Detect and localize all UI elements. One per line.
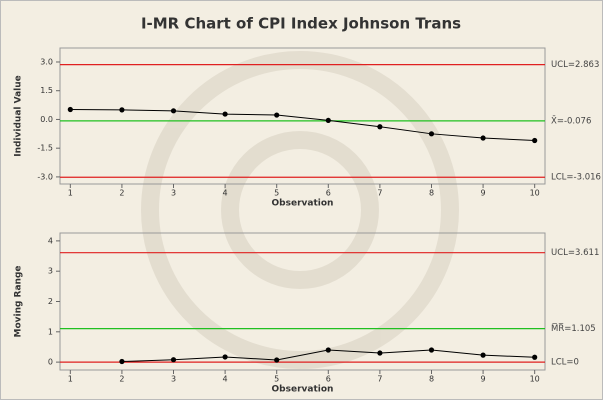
x-tick-label: 5 — [274, 375, 279, 384]
data-point — [480, 135, 486, 141]
control-label: UCL=2.863 — [551, 60, 599, 70]
x-tick-label: 6 — [326, 375, 331, 384]
x-tick-label: 2 — [119, 189, 124, 198]
control-label: M̅R̅=1.105 — [551, 323, 596, 335]
y-tick-label: 1 — [48, 327, 53, 336]
data-point — [222, 111, 228, 117]
x-tick-label: 3 — [171, 189, 176, 198]
data-point — [119, 358, 125, 365]
y-tick-label: 3 — [48, 267, 53, 276]
watermark — [141, 51, 459, 369]
x-axis-label: Observation — [272, 385, 334, 395]
y-tick-label: -3.0 — [37, 172, 53, 181]
data-point — [67, 106, 73, 113]
x-tick-label: 8 — [429, 375, 434, 384]
data-point — [274, 112, 280, 118]
y-tick-label: -1.5 — [37, 144, 53, 153]
data-point — [428, 347, 435, 353]
data-point — [119, 107, 125, 113]
x-tick-label: 3 — [171, 375, 176, 384]
x-tick-label: 10 — [530, 375, 540, 384]
y-tick-label: 0.0 — [40, 115, 53, 124]
x-tick-label: 7 — [377, 375, 382, 384]
y-tick-label: 3.0 — [40, 57, 53, 66]
data-point — [170, 108, 177, 114]
y-tick-label: 0 — [48, 358, 53, 367]
x-tick-label: 2 — [119, 375, 124, 384]
plot-area — [59, 47, 546, 185]
data-point — [325, 117, 331, 124]
x-tick-label: 9 — [481, 375, 486, 384]
data-point — [480, 352, 486, 358]
data-point — [532, 354, 538, 360]
x-tick-label: 8 — [429, 189, 434, 198]
y-axis-label: Individual Value — [14, 75, 24, 157]
y-tick-label: 1.5 — [40, 86, 53, 95]
x-tick-label: 4 — [223, 189, 228, 198]
y-tick-label: 4 — [48, 236, 53, 245]
y-tick-label: 2 — [48, 297, 53, 306]
y-axis-label: Moving Range — [14, 265, 24, 337]
data-point — [377, 124, 383, 130]
data-line — [70, 108, 535, 142]
data-point — [274, 357, 280, 363]
data-point — [325, 347, 331, 353]
x-tick-label: 10 — [530, 189, 540, 198]
data-point — [428, 131, 435, 137]
x-tick-label: 5 — [274, 189, 279, 198]
data-point — [222, 354, 228, 360]
x-tick-label: 1 — [68, 375, 73, 384]
control-label: UCL=3.611 — [551, 248, 599, 258]
chart-title: I-MR Chart of CPI Index Johnson Trans — [141, 15, 461, 33]
x-tick-label: 4 — [223, 375, 228, 384]
x-tick-label: 6 — [326, 189, 331, 198]
x-tick-label: 1 — [68, 189, 73, 198]
control-label: LCL=-3.016 — [551, 173, 601, 183]
x-tick-label: 9 — [481, 189, 486, 198]
control-label: LCL=0 — [551, 358, 579, 368]
x-tick-label: 7 — [377, 189, 382, 198]
data-point — [170, 357, 177, 363]
data-point — [377, 350, 383, 356]
data-point — [532, 137, 538, 144]
x-axis-label: Observation — [272, 199, 334, 209]
control-label: X̄=-0.076 — [551, 115, 591, 127]
